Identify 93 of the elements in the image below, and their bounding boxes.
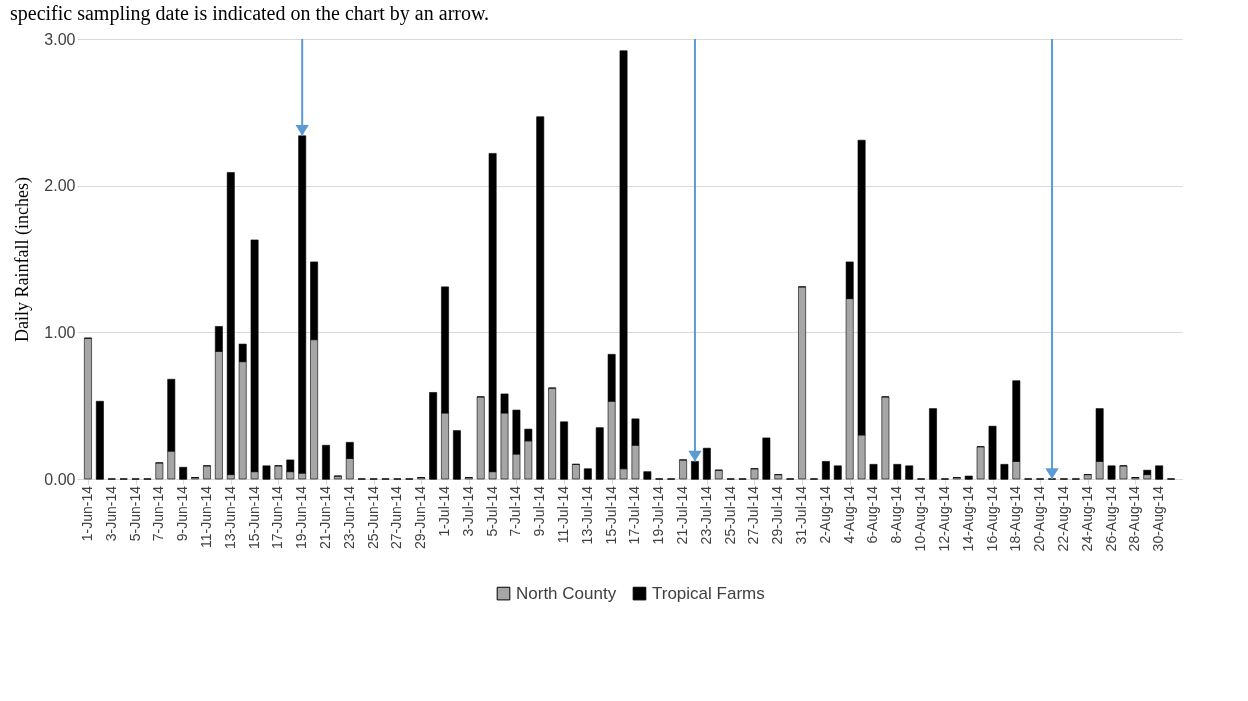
bar: [750, 468, 759, 480]
x-tick-label: 19-Jun-14: [293, 485, 310, 550]
y-tick-label: 0.00: [44, 470, 76, 488]
bar: [679, 459, 687, 480]
bar: [1107, 465, 1116, 480]
y-tick-label: 3.00: [44, 30, 76, 48]
x-tick-label: 3-Jun-14: [102, 485, 119, 542]
x-tick-label: 23-Jul-14: [697, 485, 714, 545]
x-tick-label: 9-Jun-14: [174, 485, 191, 542]
x-tick-label: 17-Jun-14: [269, 485, 286, 550]
x-tick-label: 13-Jul-14: [578, 485, 595, 545]
bar: [322, 444, 330, 480]
bar: [1083, 474, 1092, 480]
x-tick-label: 27-Jul-14: [745, 485, 762, 545]
bar: [536, 116, 545, 480]
x-tick-label: 15-Jul-14: [602, 485, 619, 545]
x-tick-label: 27-Jun-14: [388, 485, 405, 550]
bar: [869, 464, 878, 480]
bar: [774, 474, 783, 480]
bar: [976, 446, 985, 480]
bar: [881, 396, 890, 480]
bar: [929, 408, 937, 480]
bar: [262, 465, 271, 480]
x-tick-label: 8-Aug-14: [888, 485, 905, 544]
x-tick-label: 30-Aug-14: [1150, 485, 1167, 552]
x-tick-label: 31-Jul-14: [793, 485, 810, 545]
x-tick-label: 22-Aug-14: [1054, 485, 1071, 552]
bar: [548, 387, 557, 480]
x-tick-label: 28-Aug-14: [1126, 485, 1143, 552]
bar: [988, 425, 997, 480]
bar: [1155, 465, 1164, 480]
bar: [1119, 465, 1128, 480]
bar: [560, 421, 568, 480]
bar: [155, 462, 164, 480]
legend-label: North County: [516, 583, 617, 603]
x-tick-label: 7-Jul-14: [507, 485, 524, 537]
x-tick-label: 20-Aug-14: [1031, 485, 1048, 552]
text: specific sampling date is indicated on the chart by an arrow.: [9, 1, 491, 26]
x-tick-label: 4-Aug-14: [840, 485, 857, 544]
x-tick-label: 29-Jun-14: [412, 485, 429, 550]
x-tick-label: 1-Jun-14: [78, 485, 95, 542]
x-tick-label: 11-Jul-14: [555, 485, 572, 544]
x-tick-label: 23-Jun-14: [340, 485, 357, 550]
bar: [583, 468, 592, 480]
bar: [274, 465, 283, 480]
x-tick-label: 14-Aug-14: [959, 485, 976, 552]
x-tick-label: 18-Aug-14: [1007, 485, 1024, 552]
bar: [893, 464, 902, 480]
y-tick-label: 2.00: [44, 177, 76, 195]
x-tick-label: 9-Jul-14: [531, 485, 548, 537]
x-tick-label: 13-Jun-14: [221, 485, 238, 550]
x-tick-label: 17-Jul-14: [626, 485, 643, 545]
legend-label: Tropical Farms: [652, 583, 765, 603]
x-tick-label: 19-Jul-14: [650, 485, 667, 545]
x-tick-label: 25-Jul-14: [721, 485, 738, 545]
x-tick-label: 10-Aug-14: [912, 485, 929, 552]
bar: [476, 396, 485, 480]
bar: [84, 337, 92, 480]
bar: [429, 392, 438, 480]
x-tick-label: 12-Aug-14: [935, 485, 952, 552]
bar: [595, 427, 604, 480]
bar: [798, 286, 806, 480]
bar: [1143, 474, 1152, 480]
x-tick-label: 11-Jun-14: [197, 485, 214, 549]
x-tick-label: 1-Jul-14: [436, 485, 453, 537]
bar: [179, 466, 188, 480]
x-tick-label: 6-Aug-14: [864, 485, 881, 544]
bar: [95, 400, 104, 480]
bar: [643, 471, 652, 480]
y-axis-title: Daily Rainfall (inches): [12, 177, 34, 342]
bar: [1000, 464, 1009, 480]
bar: [905, 465, 914, 480]
x-tick-label: 29-Jul-14: [769, 485, 786, 545]
x-tick-label: 15-Jun-14: [245, 485, 262, 550]
x-tick-label: 24-Aug-14: [1078, 485, 1095, 552]
bar: [762, 437, 771, 480]
bar: [453, 430, 461, 480]
x-tick-label: 26-Aug-14: [1102, 485, 1119, 552]
bar: [702, 447, 711, 480]
x-tick-label: 2-Aug-14: [816, 485, 833, 544]
x-tick-label: 21-Jul-14: [674, 485, 691, 545]
bar: [821, 461, 830, 480]
x-tick-label: 7-Jun-14: [150, 485, 167, 542]
bar: [203, 465, 211, 480]
bar: [572, 464, 580, 480]
y-tick-label: 1.00: [44, 323, 76, 341]
x-tick-label: 5-Jun-14: [126, 485, 143, 542]
bar: [833, 465, 842, 480]
x-tick-label: 21-Jun-14: [316, 485, 333, 550]
x-tick-label: 5-Jul-14: [483, 485, 500, 537]
x-tick-label: 25-Jun-14: [364, 485, 381, 550]
x-tick-label: 16-Aug-14: [983, 485, 1000, 552]
x-tick-label: 3-Jul-14: [459, 485, 476, 537]
